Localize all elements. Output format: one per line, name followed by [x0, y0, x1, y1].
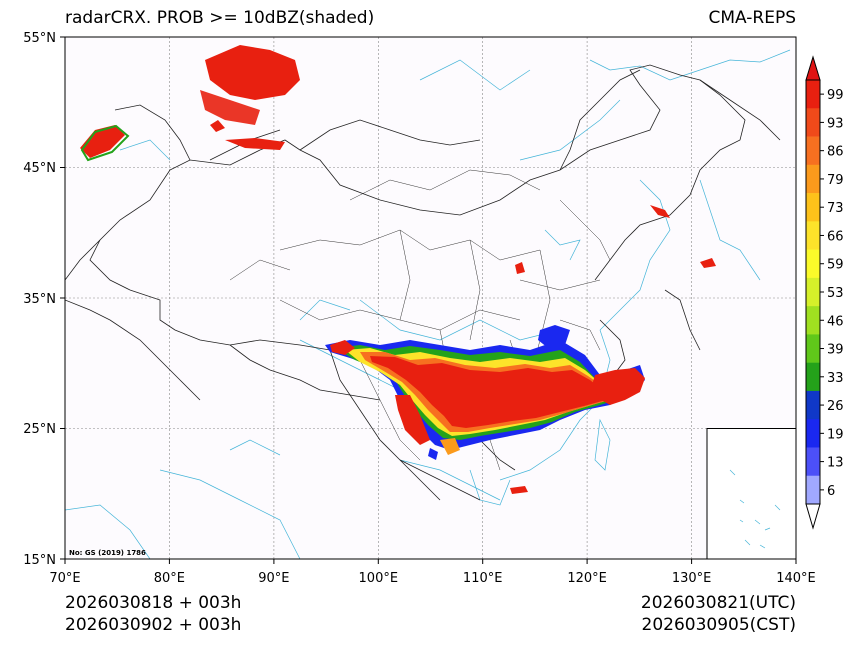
colorbar-box [806, 136, 820, 166]
lat-tick-label: 15°N [23, 553, 56, 568]
colorbar-level-label: 66 [827, 229, 844, 244]
valid-time-cst: 2026030905(CST) [641, 615, 796, 635]
lat-tick-label: 55°N [23, 31, 56, 46]
colorbar-box [806, 277, 820, 307]
lon-tick-label: 130°E [672, 571, 712, 586]
lon-tick-label: 100°E [359, 571, 399, 586]
south-china-sea-inset [706, 428, 796, 559]
lon-tick-label: 120°E [567, 571, 607, 586]
lon-tick-label: 110°E [463, 571, 503, 586]
lon-tick-label: 90°E [258, 571, 289, 586]
colorbar-level-label: 73 [827, 201, 844, 216]
colorbar-box [806, 306, 820, 335]
lon-tick-label: 80°E [154, 571, 185, 586]
colorbar-level-label: 6 [827, 484, 835, 499]
colorbar-box [806, 108, 820, 137]
colorbar-box [806, 362, 820, 392]
colorbar-level-label: 13 [827, 456, 844, 471]
colorbar-level-label: 33 [827, 371, 844, 386]
colorbar-box [806, 80, 820, 109]
lat-tick-label: 45°N [23, 161, 56, 176]
colorbar-box [806, 193, 820, 222]
plot-title: radarCRX. PROB >= 10dBZ(shaded) [65, 8, 375, 28]
colorbar-extend-min [805, 503, 821, 530]
colorbar-level-label: 46 [827, 314, 844, 329]
colorbar-level-label: 59 [827, 258, 844, 273]
colorbar-level-label: 93 [827, 116, 844, 131]
colorbar-box [806, 447, 820, 477]
colorbar-box [806, 249, 820, 279]
colorbar-level-label: 99 [827, 88, 844, 103]
colorbar-box [806, 390, 820, 420]
lat-tick-label: 35°N [23, 292, 56, 307]
colorbar-box [806, 419, 820, 448]
colorbar-level-label: 39 [827, 343, 844, 358]
colorbar: 99 93 86 79 73 66 59 53 46 39 33 26 19 13 6 [805, 55, 844, 530]
colorbar-level-label: 26 [827, 399, 844, 414]
colorbar-level-label: 79 [827, 173, 844, 188]
colorbar-level-label: 53 [827, 286, 844, 301]
inset-islands [729, 469, 781, 549]
colorbar-box [806, 475, 820, 505]
colorbar-box [806, 334, 820, 363]
colorbar-box [806, 221, 820, 250]
model-name: CMA-REPS [708, 8, 796, 28]
lon-tick-label: 70°E [49, 571, 80, 586]
valid-time-utc: 2026030821(UTC) [640, 593, 796, 613]
colorbar-box [806, 164, 820, 194]
init-time-utc: 2026030818 + 003h [65, 593, 242, 613]
probability-shading [80, 45, 716, 494]
axis-ticks [60, 36, 797, 564]
lat-tick-label: 25°N [23, 422, 56, 437]
colorbar-level-label: 86 [827, 145, 844, 160]
init-time-cst: 2026030902 + 003h [65, 615, 242, 635]
colorbar-extend-max [805, 55, 821, 81]
gridlines [65, 37, 796, 559]
lon-tick-label: 140°E [776, 571, 816, 586]
colorbar-level-label: 19 [827, 427, 844, 442]
map-approval-number: No: GS (2019) 1786 [69, 549, 146, 557]
